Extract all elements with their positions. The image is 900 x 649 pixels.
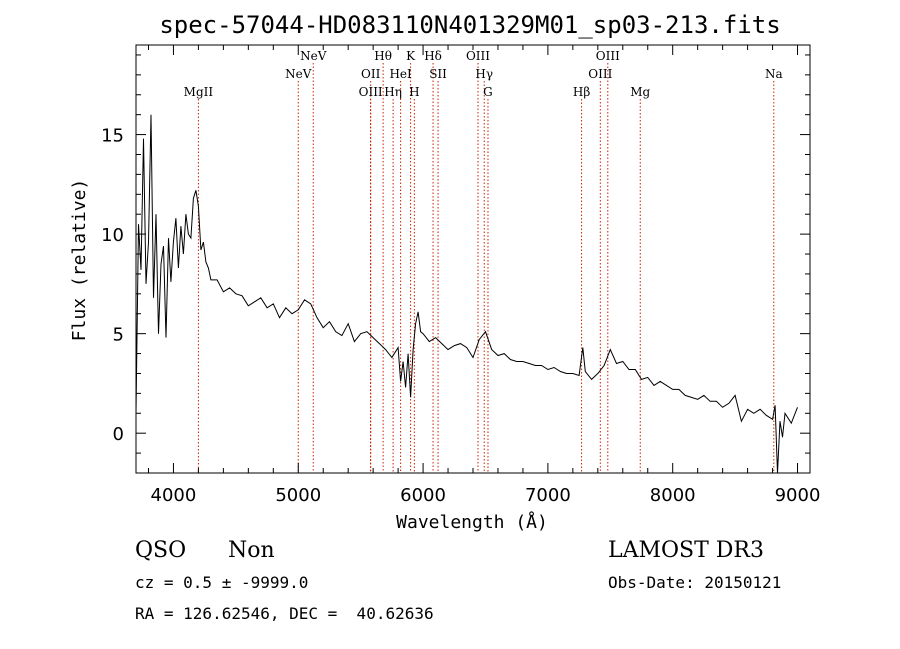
line-label-10: Hδ <box>424 49 442 63</box>
x-axis: 4000 5000 6000 7000 8000 9000 <box>147 45 821 506</box>
x-tick-label-4: 8000 <box>650 485 696 506</box>
line-label-0: MgII <box>184 85 214 99</box>
obs-date: Obs-Date: 20150121 <box>608 573 782 592</box>
y-tick-label-0: 0 <box>113 424 124 445</box>
line-markers <box>197 63 775 473</box>
chart-title: spec-57044-HD083110N401329M01_sp03-213.f… <box>159 11 780 39</box>
plot-frame <box>135 44 811 474</box>
line-label-16: OIII <box>588 67 612 81</box>
x-axis-label: Wavelength (Å) <box>396 511 548 533</box>
line-label-18: Mg <box>630 85 650 99</box>
line-label-1: NeV <box>285 67 312 81</box>
y-axis-label: Flux (relative) <box>69 179 90 342</box>
line-label-6: Hη <box>384 85 402 99</box>
line-label-4: OIII <box>359 85 383 99</box>
line-label-14: G <box>483 85 493 99</box>
object-subclass: Non <box>228 538 275 563</box>
line-label-2: NeV <box>300 49 327 63</box>
line-label-17: OIII <box>596 49 620 63</box>
y-tick-label-2: 10 <box>101 225 124 246</box>
line-label-5: Hθ <box>374 49 392 63</box>
line-label-3: OII <box>361 67 381 81</box>
line-label-13: Hγ <box>475 67 493 81</box>
object-class: QSO <box>135 538 187 563</box>
redshift-readout: cz = 0.5 ± -9999.0 <box>135 573 309 592</box>
spectrum-line <box>135 114 798 474</box>
coordinates: RA = 126.62546, DEC = 40.62636 <box>135 604 434 623</box>
x-tick-label-2: 6000 <box>400 485 446 506</box>
survey-name: LAMOST DR3 <box>608 538 764 563</box>
x-tick-label-3: 7000 <box>525 485 571 506</box>
line-label-7: HeI <box>389 67 412 81</box>
x-tick-label-0: 4000 <box>151 485 197 506</box>
line-label-8: K <box>406 49 416 63</box>
y-tick-label-1: 5 <box>113 325 124 346</box>
line-labels: MgII NeV NeV OII OIII Hθ Hη HeI K H Hδ SII OIII Hγ G Hβ… <box>184 49 783 99</box>
y-tick-label-3: 15 <box>101 126 124 147</box>
line-label-19: Na <box>765 67 783 81</box>
line-label-9: H <box>409 85 419 99</box>
line-label-11: SII <box>429 67 447 81</box>
x-tick-label-5: 9000 <box>775 485 821 506</box>
x-tick-label-1: 5000 <box>275 485 321 506</box>
line-label-15: Hβ <box>573 85 590 99</box>
line-label-12: OIII <box>466 49 490 63</box>
y-axis: 0 5 10 15 <box>101 54 810 454</box>
